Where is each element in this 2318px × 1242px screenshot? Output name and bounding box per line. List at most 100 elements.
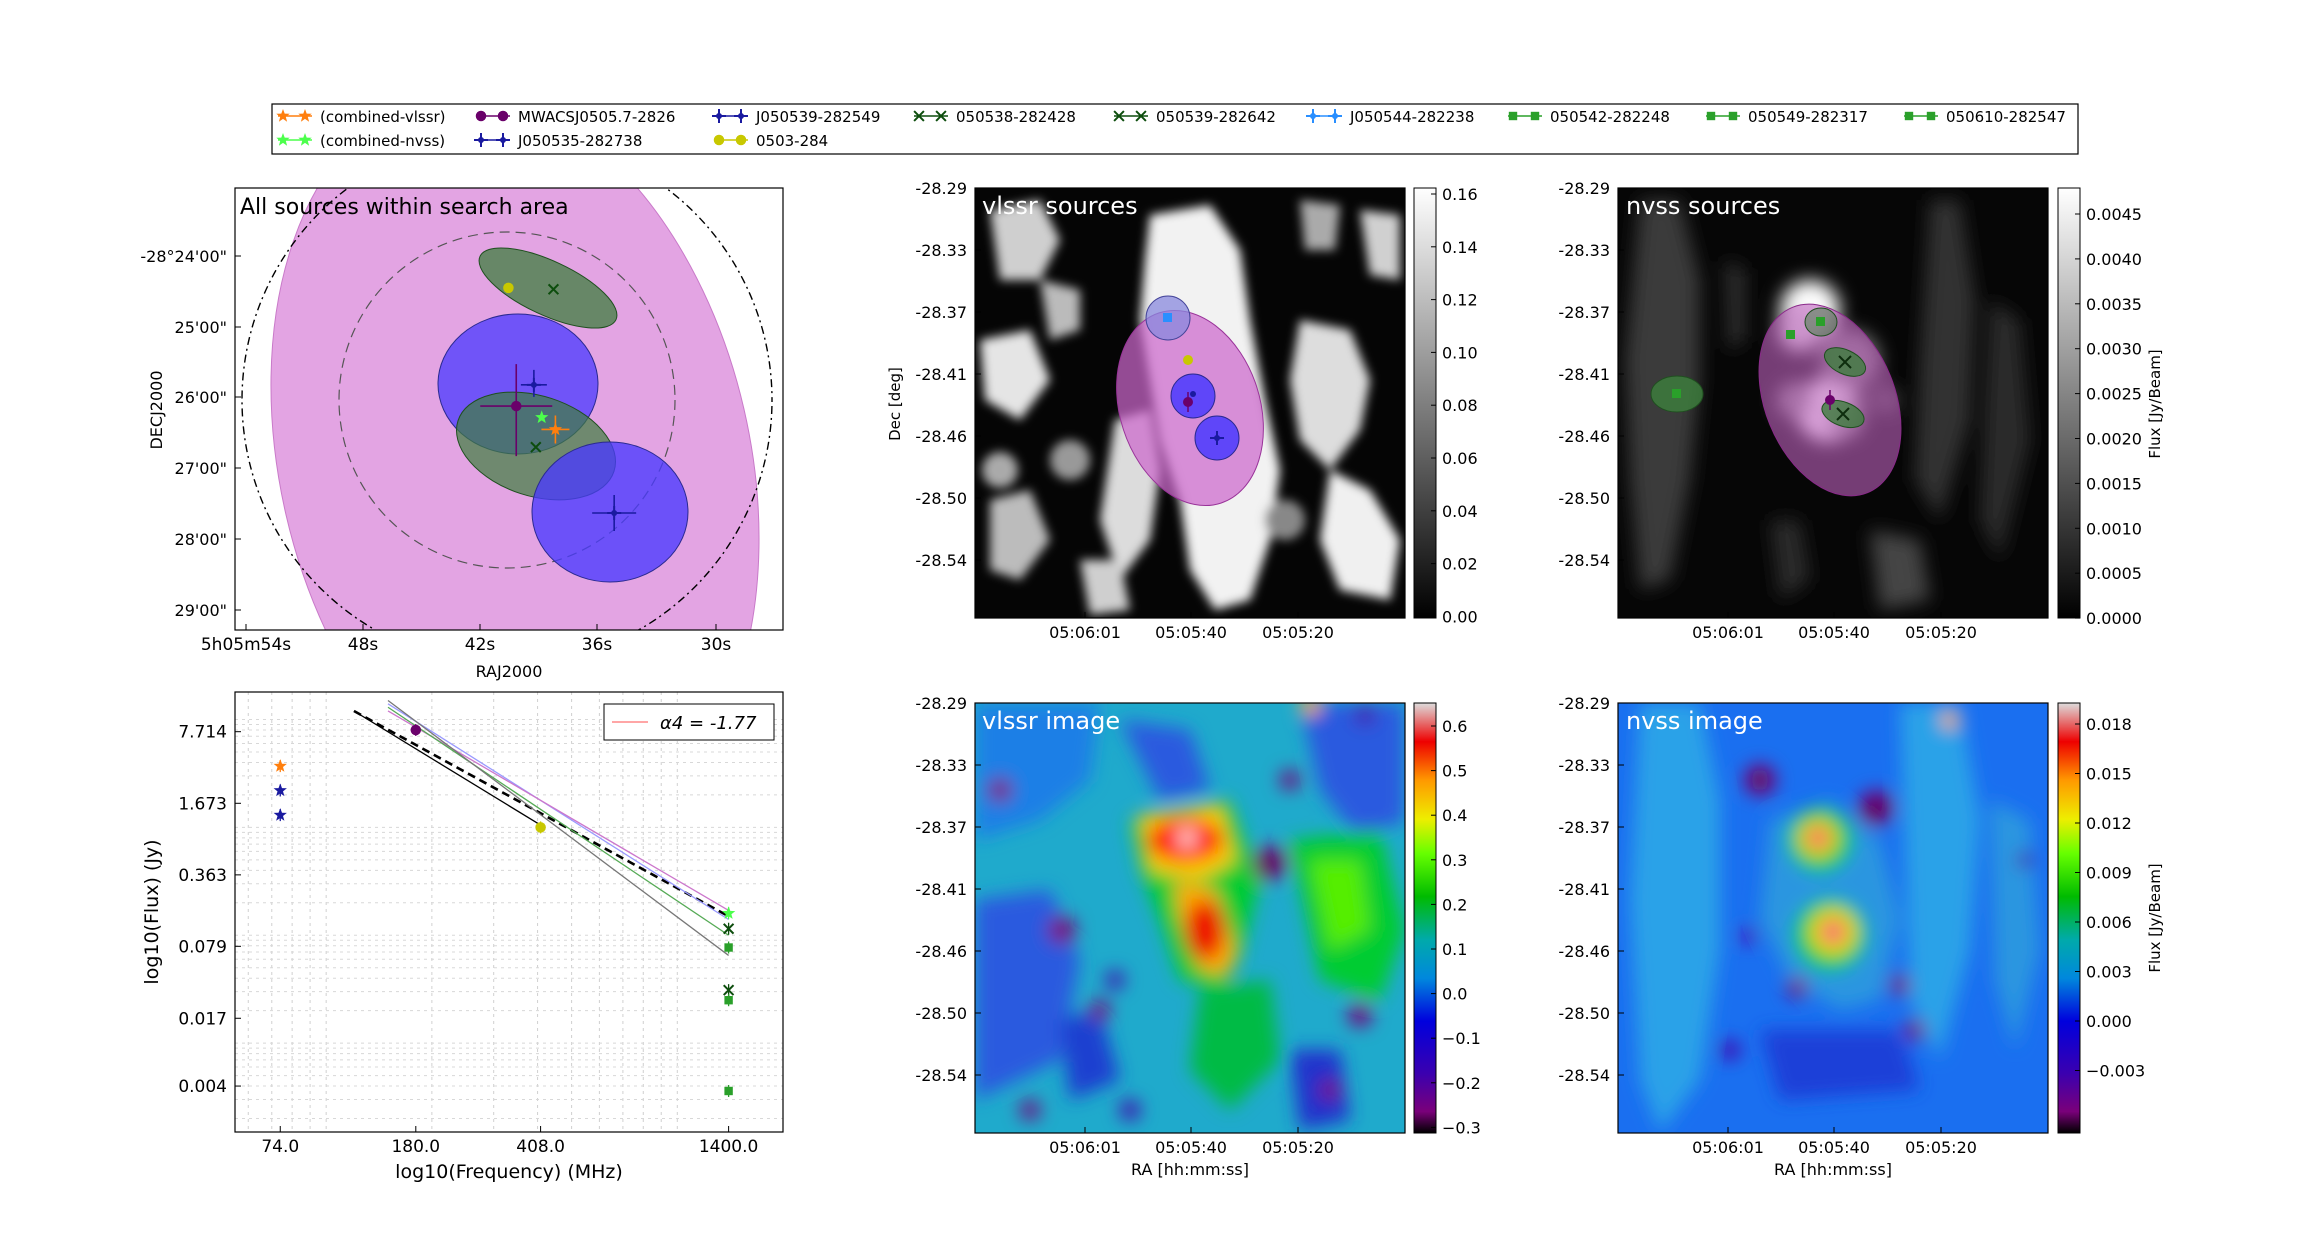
- vlssr-marker-0503-284: [1183, 355, 1193, 365]
- sky-ylabel: DECJ2000: [147, 370, 166, 449]
- spectrum-x-tick: 408.0: [516, 1137, 565, 1157]
- search-radius-inner: [338, 231, 676, 569]
- sky-point-j050535-282738: [607, 506, 622, 521]
- fit-line-3: [387, 710, 729, 911]
- nvss-image-x-tick: 05:06:01: [1692, 1138, 1764, 1157]
- nvss-image-y-tick: -28.50: [1558, 1004, 1610, 1023]
- nvss-image-x-tick: 05:05:20: [1905, 1138, 1977, 1157]
- spectrum-point-j050535-282738: [273, 808, 287, 821]
- vlssr-sources-ylabel: Dec [deg]: [886, 367, 904, 441]
- vlssr-sources-cbar-tick: 0.02: [1442, 555, 1478, 574]
- vlssr-image-cbar-tick: −0.3: [1442, 1118, 1481, 1137]
- nvss-image-y-tick: -28.54: [1558, 1066, 1610, 1085]
- spectrum-x-tick: 74.0: [261, 1137, 299, 1157]
- sky-x-tick: 42s: [465, 635, 496, 655]
- legend-marker-050610-282547-b: [1926, 111, 1936, 121]
- spectrum-x-tick: 1400.0: [699, 1137, 758, 1157]
- vlssr-sources-y-tick: -28.33: [915, 241, 967, 260]
- nvss-image-y-tick: -28.33: [1558, 756, 1610, 775]
- legend-entry-050539-282642: 050539-282642: [1113, 108, 1276, 126]
- search-radius-outer: [241, 188, 773, 630]
- vlssr-sources-x-tick: 05:06:01: [1049, 623, 1121, 642]
- legend-marker-combined-nvss-b: [298, 133, 312, 146]
- nvss-sources-y-tick: -28.37: [1558, 303, 1610, 322]
- nvss-sources-cbar-tick: 0.0020: [2086, 430, 2142, 449]
- nvss-image-cbar-tick: 0.006: [2086, 913, 2132, 932]
- vlssr-sources-cbar-tick: 0.00: [1442, 607, 1478, 626]
- legend-marker-050549-282317-b: [1728, 111, 1738, 121]
- nvss-image-y-tick: -28.46: [1558, 942, 1610, 961]
- nvss-marker-050542: [1786, 330, 1795, 339]
- nvss-sources-title: nvss sources: [1626, 192, 1780, 220]
- vlssr-image-cbar-tick: 0.2: [1442, 895, 1467, 914]
- nvss-image-y-tick: -28.41: [1558, 880, 1610, 899]
- nvss-sources-y-tick: -28.50: [1558, 489, 1610, 508]
- sky-point-0503-284: [503, 282, 514, 294]
- legend-entry-combined-nvss: (combined-nvss): [276, 132, 445, 150]
- nvss-image-panel: nvss image -28.29 -28.33 -28.37 -28.41 -28.4…: [1558, 694, 2164, 1179]
- spectrum-panel: α4 = -1.77 74.0 180.0 408.0 1400.0 7.714 1.67…: [141, 691, 784, 1183]
- vlssr-image-xlabel: RA [hh:mm:ss]: [1131, 1160, 1249, 1179]
- sky-y-tick: 25'00": [175, 318, 227, 337]
- vlssr-image-y-tick: -28.54: [915, 1066, 967, 1085]
- vlssr-image-cbar-tick: −0.2: [1442, 1074, 1481, 1093]
- sky-point-combined-nvss: [535, 410, 549, 424]
- spectrum-y-tick: 0.363: [178, 866, 227, 886]
- legend-marker-mwacsj0505-7-2826-b: [497, 110, 509, 122]
- nvss-image-cbar-tick: 0.003: [2086, 963, 2132, 982]
- sky-panel-title: All sources within search area: [240, 195, 569, 220]
- legend-marker-050538-282428-a: [913, 110, 925, 122]
- legend-marker-050542-282248-b: [1530, 111, 1540, 121]
- sky-x-tick: 48s: [348, 635, 379, 655]
- legend-label: 050538-282428: [956, 108, 1076, 126]
- legend-label: 050542-282248: [1550, 108, 1670, 126]
- nvss-sources-x-tick: 05:06:01: [1692, 623, 1764, 642]
- nvss-image-x-tick: 05:05:40: [1798, 1138, 1870, 1157]
- vlssr-sources-y-tick: -28.46: [915, 427, 967, 446]
- sky-y-tick: 26'00": [175, 388, 227, 407]
- legend-entry-050610-282547: 050610-282547: [1904, 108, 2066, 126]
- vlssr-image-y-tick: -28.41: [915, 880, 967, 899]
- nvss-sources-cbar-tick: 0.0035: [2086, 295, 2142, 314]
- fit-line-1: [353, 710, 541, 826]
- sky-point-j050539-282549: [526, 377, 541, 392]
- spectrum-point-combined-vlssr: [273, 759, 287, 772]
- fit-line-0: [353, 709, 730, 918]
- spectrum-y-tick: 0.004: [178, 1077, 227, 1097]
- legend-marker-050539-282642-a: [1113, 110, 1125, 122]
- nvss-image-xlabel: RA [hh:mm:ss]: [1774, 1160, 1892, 1179]
- nvss-image-y-tick: -28.37: [1558, 818, 1610, 837]
- legend-marker-j050544-282238-a: [1306, 109, 1320, 123]
- spectrum-point-050610-282547: [724, 1086, 733, 1096]
- sky-x-tick: 30s: [701, 635, 732, 655]
- nvss-sources-y-tick: -28.29: [1558, 179, 1610, 198]
- nvss-sources-cbar-tick: 0.0040: [2086, 250, 2142, 269]
- nvss-image-colorbar-label: Flux [Jy/Beam]: [2146, 863, 2164, 972]
- legend-marker-j050539-282549-a: [712, 109, 726, 123]
- nvss-sources-x-tick: 05:05:20: [1905, 623, 1977, 642]
- sky-x-tick: 5h05m54s: [201, 635, 291, 655]
- legend-label: MWACSJ0505.7-2826: [518, 108, 675, 126]
- fit-line-4: [387, 706, 729, 936]
- legend-label: (combined-vlssr): [320, 108, 446, 126]
- sky-y-tick: 29'00": [175, 601, 227, 620]
- vlssr-sources-y-tick: -28.54: [915, 551, 967, 570]
- sky-point-mwacsj0505-7-2826: [511, 400, 522, 412]
- legend-marker-050549-282317-a: [1706, 111, 1716, 121]
- fit-line-5: [387, 700, 729, 956]
- nvss-sources-y-tick: -28.46: [1558, 427, 1610, 446]
- sky-point-050539-282642: [530, 441, 542, 453]
- legend-entry-050549-282317: 050549-282317: [1706, 108, 1868, 126]
- nvss-image-cbar-tick: 0.009: [2086, 864, 2132, 883]
- nvss-sources-y-tick: -28.41: [1558, 365, 1610, 384]
- nvss-sources-panel: nvss sources -28.29 -28.33 -28.37 -28.41 -28…: [1558, 179, 2164, 642]
- spectrum-point-j050539-282549: [273, 783, 287, 797]
- sky-xlabel: RAJ2000: [476, 662, 543, 681]
- nvss-sources-cbar-tick: 0.0000: [2086, 609, 2142, 628]
- vlssr-image-y-tick: -28.29: [915, 694, 967, 713]
- vlssr-image-cbar-tick: 0.6: [1442, 717, 1467, 736]
- nvss-marker-050538: [1838, 355, 1852, 369]
- legend-entry-mwacsj0505-7-2826: MWACSJ0505.7-2826: [475, 108, 675, 126]
- nvss-sources-cbar-tick: 0.0005: [2086, 564, 2142, 583]
- legend-marker-050538-282428-b: [935, 110, 947, 122]
